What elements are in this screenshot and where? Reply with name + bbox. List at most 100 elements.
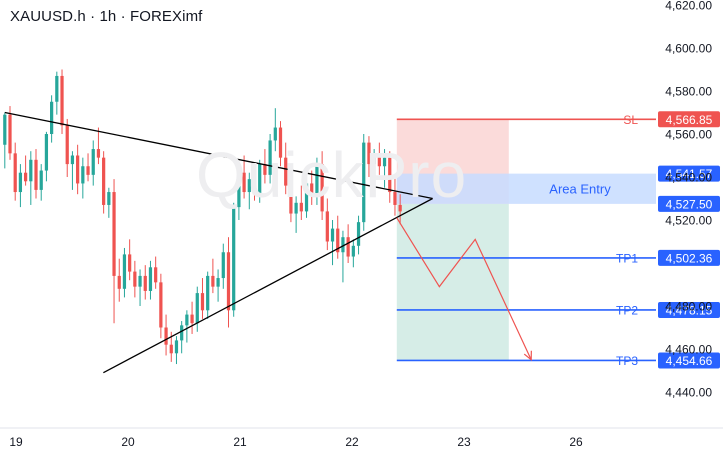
candle-down (112, 192, 116, 276)
candle-down (284, 157, 288, 186)
candle-down (190, 314, 194, 324)
y-tick-label: 4,560.00 (665, 128, 712, 142)
tp3-label: TP3 (616, 354, 638, 368)
candle-up (382, 157, 387, 167)
candle-up (39, 170, 43, 190)
x-tick-label: 26 (569, 435, 583, 449)
triangle-upper-line[interactable] (4, 111, 433, 200)
watermark: QuickPro (196, 139, 468, 211)
candle-up (107, 192, 111, 205)
candle-up (341, 237, 345, 253)
candle-down (34, 159, 38, 190)
candle-down (325, 211, 329, 242)
candle-up (232, 207, 236, 311)
y-tick-label: 4,480.00 (665, 300, 712, 314)
candle-down (159, 282, 163, 328)
candle-up (258, 164, 262, 195)
candle-down (8, 114, 12, 154)
y-tick-label: 4,460.00 (665, 343, 712, 357)
sl-price-tag (658, 111, 720, 128)
triangle-lower-line[interactable] (103, 197, 433, 374)
entry_high-price-tag (658, 165, 720, 182)
entry-zone-label: Area Entry (549, 182, 611, 197)
candle-up (247, 179, 251, 193)
candle-down (278, 127, 283, 158)
x-tick-label: 20 (121, 435, 135, 449)
candle-up (70, 155, 75, 165)
candle-up (294, 202, 298, 214)
sl-label: SL (623, 113, 638, 127)
candle-up (18, 172, 23, 193)
candle-up (330, 228, 335, 242)
tp1-label: TP1 (616, 251, 638, 265)
candle-up (55, 75, 59, 102)
candle-down (133, 271, 137, 287)
candle-down (263, 164, 267, 175)
entry_low-price-tag-text: 4,527.50 (666, 197, 713, 211)
candle-down (377, 155, 381, 167)
candle-down (96, 149, 101, 158)
tp1-price-tag-text: 4,502.36 (666, 251, 713, 265)
candle-down (310, 183, 314, 197)
x-tick-label: 21 (233, 435, 247, 449)
chart-title: XAUUSD.h · 1h · FOREXimf (10, 8, 203, 25)
entry_high-price-tag-text: 4,541.57 (666, 167, 713, 181)
reward-zone (396, 203, 509, 361)
candle-down (388, 157, 392, 193)
y-tick-label: 4,540.00 (665, 171, 712, 185)
candle-down (86, 166, 90, 175)
candle-up (356, 222, 361, 246)
candle-down (367, 142, 371, 165)
sl-price-tag-text: 4,566.85 (666, 113, 713, 127)
candle-down (289, 185, 293, 214)
tp2-label: TP2 (616, 303, 638, 317)
y-tick-label: 4,620.00 (665, 0, 712, 13)
candle-up (44, 134, 49, 171)
tp3-price-tag-text: 4,454.66 (666, 354, 713, 368)
candle-up (81, 166, 85, 184)
x-tick-label: 22 (345, 435, 359, 449)
candle-up (180, 325, 184, 341)
candle-down (60, 75, 64, 126)
candle-down (336, 228, 340, 253)
candle-down (169, 344, 173, 354)
candle-up (221, 252, 225, 279)
candle-up (237, 172, 241, 208)
candle-up (138, 275, 142, 287)
candle-up (50, 101, 54, 134)
candle-up (216, 278, 220, 287)
candle-down (299, 202, 303, 212)
candle-up (174, 340, 179, 354)
y-tick-label: 4,600.00 (665, 42, 712, 56)
x-tick-label: 23 (457, 435, 471, 449)
candle-down (242, 172, 246, 193)
candle-down (117, 275, 121, 289)
candle-down (252, 179, 257, 195)
candle-up (185, 314, 189, 326)
candle-down (211, 275, 215, 287)
candle-up (122, 254, 127, 289)
entry_low-price-tag (658, 195, 720, 212)
candle-up (206, 275, 210, 311)
candle-down (346, 237, 350, 257)
candle-up (91, 149, 95, 175)
candle-down (398, 204, 402, 212)
candle-down (143, 275, 147, 291)
candle-up (195, 293, 199, 324)
candle-down (102, 157, 106, 205)
projected-path-arrowhead (523, 350, 532, 362)
candle-down (226, 252, 231, 311)
tp3-price-tag (658, 352, 720, 369)
entry-zone-band (396, 173, 656, 204)
projected-path (396, 217, 532, 361)
candle-down (128, 254, 132, 272)
y-tick-label: 4,580.00 (665, 85, 712, 99)
candle-up (372, 155, 376, 165)
candle-up (273, 127, 277, 141)
candle-up (29, 159, 33, 182)
candle-up (362, 142, 366, 223)
candle-down (13, 153, 17, 193)
candle-down (65, 125, 69, 165)
